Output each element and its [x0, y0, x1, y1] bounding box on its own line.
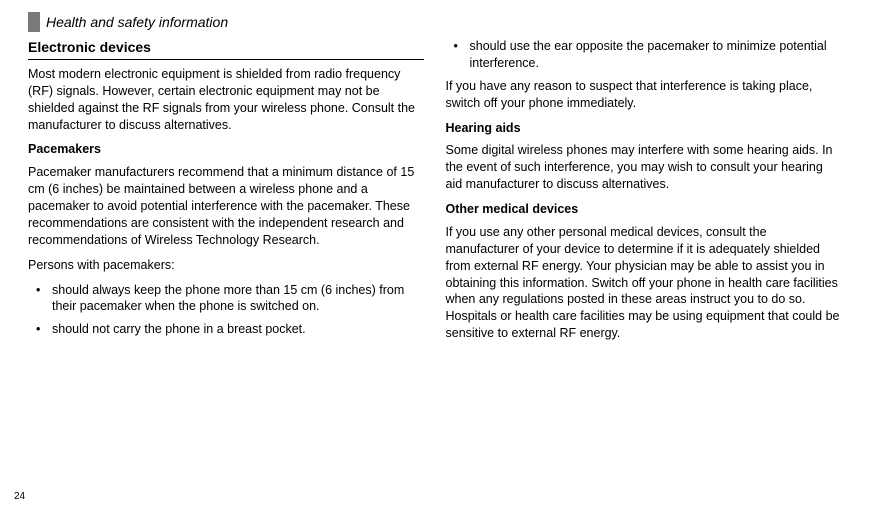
- hearing-paragraph: Some digital wireless phones may interfe…: [446, 142, 842, 193]
- suspect-paragraph: If you have any reason to suspect that i…: [446, 78, 842, 112]
- other-paragraph: If you use any other personal medical de…: [446, 224, 842, 342]
- section-rule: [28, 59, 424, 60]
- header-accent-bar: [28, 12, 40, 32]
- intro-paragraph: Most modern electronic equipment is shie…: [28, 66, 424, 134]
- list-item: should use the ear opposite the pacemake…: [446, 38, 842, 72]
- subhead-other-medical: Other medical devices: [446, 201, 842, 218]
- page-number: 24: [14, 491, 25, 502]
- section-title-electronic-devices: Electronic devices: [28, 38, 424, 57]
- left-column: Electronic devices Most modern electroni…: [28, 38, 424, 350]
- list-item: should always keep the phone more than 1…: [28, 282, 424, 316]
- pacemakers-paragraph: Pacemaker manufacturers recommend that a…: [28, 164, 424, 248]
- header-title: Health and safety information: [46, 14, 228, 30]
- subhead-pacemakers: Pacemakers: [28, 141, 424, 158]
- pacemaker-bullets: should always keep the phone more than 1…: [28, 282, 424, 339]
- pacemaker-bullets-cont: should use the ear opposite the pacemake…: [446, 38, 842, 72]
- right-column: should use the ear opposite the pacemake…: [446, 38, 842, 350]
- content-columns: Electronic devices Most modern electroni…: [28, 38, 841, 350]
- persons-intro: Persons with pacemakers:: [28, 257, 424, 274]
- page-header: Health and safety information: [28, 12, 841, 32]
- subhead-hearing-aids: Hearing aids: [446, 120, 842, 137]
- list-item: should not carry the phone in a breast p…: [28, 321, 424, 338]
